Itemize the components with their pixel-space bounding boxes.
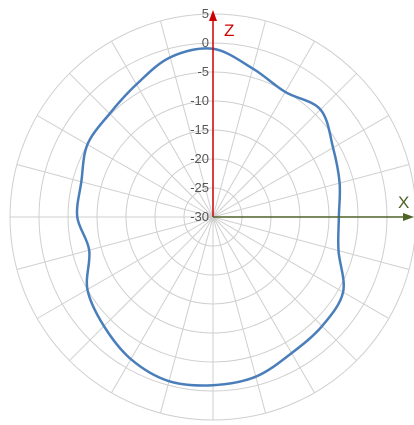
grid-spoke-315	[69, 73, 214, 218]
grid-spoke-330	[111, 40, 214, 218]
radial-tick-label: -30	[190, 209, 209, 224]
grid-spoke-150	[212, 216, 315, 394]
grid-spoke-210	[111, 216, 214, 394]
grid-spoke-345	[159, 20, 214, 218]
z-axis-arrowhead	[209, 10, 217, 21]
grid-spoke-120	[212, 216, 390, 319]
z-axis-label: Z	[224, 21, 234, 40]
grid-spoke-15	[212, 20, 267, 218]
radial-tick-label: 0	[202, 35, 209, 50]
grid-spoke-105	[212, 216, 410, 271]
grid-spoke-75	[212, 163, 410, 218]
x-axis-arrowhead	[403, 213, 414, 221]
axes-layer: Z X	[209, 10, 414, 221]
grid-spoke-60	[212, 115, 390, 218]
series-layer	[75, 47, 345, 387]
radial-tick-labels: 5 0 -5 -10 -15 -20 -25 -30	[190, 6, 209, 224]
grid-spoke-45	[212, 73, 357, 218]
grid-spoke-255	[16, 216, 214, 271]
radial-tick-label: -10	[190, 93, 209, 108]
grid-spoke-135	[212, 216, 357, 361]
grid-spoke-225	[69, 216, 214, 361]
series-line-0	[75, 47, 345, 387]
x-axis-label: X	[398, 193, 409, 212]
grid-spoke-240	[36, 216, 214, 319]
radial-tick-label: -25	[190, 180, 209, 195]
grid-spoke-285	[16, 163, 214, 218]
radial-tick-label: -20	[190, 151, 209, 166]
radial-tick-label: -15	[190, 122, 209, 137]
radial-tick-label: 5	[202, 6, 209, 21]
grid-spoke-300	[36, 115, 214, 218]
radial-tick-label: -5	[197, 64, 209, 79]
grid-spoke-165	[212, 216, 267, 414]
grid-spoke-30	[212, 40, 315, 218]
